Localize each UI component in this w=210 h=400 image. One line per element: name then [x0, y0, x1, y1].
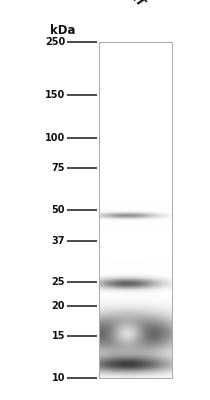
Bar [99, 42, 172, 378]
Text: 150: 150 [45, 90, 65, 100]
Text: 37: 37 [52, 236, 65, 246]
Text: 10: 10 [52, 373, 65, 383]
Text: HEART: HEART [108, 0, 148, 10]
Text: kDa: kDa [50, 24, 76, 36]
Text: 250: 250 [45, 37, 65, 47]
Text: 50: 50 [52, 205, 65, 215]
Text: 20: 20 [52, 301, 65, 311]
Bar [99, 42, 172, 378]
Text: 100: 100 [45, 133, 65, 143]
Text: 75: 75 [52, 163, 65, 173]
Text: 15: 15 [52, 331, 65, 341]
Text: 25: 25 [52, 277, 65, 287]
